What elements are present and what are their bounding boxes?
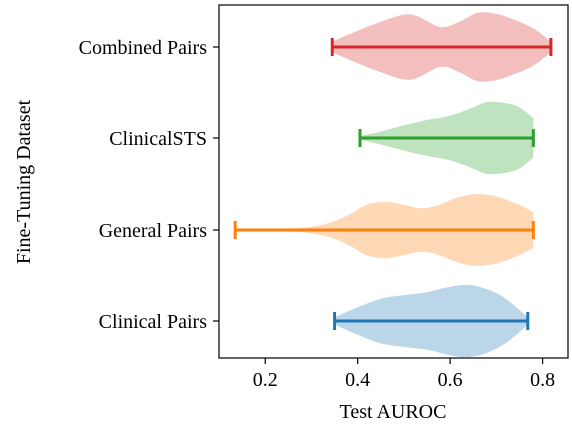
x-axis-label: Test AUROC <box>340 401 447 423</box>
whisker-layer <box>233 38 553 330</box>
y-tick-label-general-pairs: General Pairs <box>99 220 208 242</box>
x-tick-label: 0.2 <box>253 369 278 391</box>
x-tick-label: 0.4 <box>345 369 370 391</box>
y-axis: Combined Pairs ClinicalSTS General Pairs Cl… <box>79 37 219 333</box>
violin-layer <box>235 12 551 358</box>
y-tick-label-clinicalsts: ClinicalSTS <box>109 128 207 150</box>
plot-frame <box>218 4 569 359</box>
x-axis: 0.2 0.4 0.6 0.8 <box>253 358 555 391</box>
y-tick-label-clinical-pairs: Clinical Pairs <box>99 311 208 333</box>
y-axis-label: Fine-Tuning Dataset <box>13 99 35 264</box>
x-tick-label: 0.6 <box>438 369 463 391</box>
y-tick-label-combined-pairs: Combined Pairs <box>79 37 208 59</box>
x-tick-label: 0.8 <box>530 369 555 391</box>
